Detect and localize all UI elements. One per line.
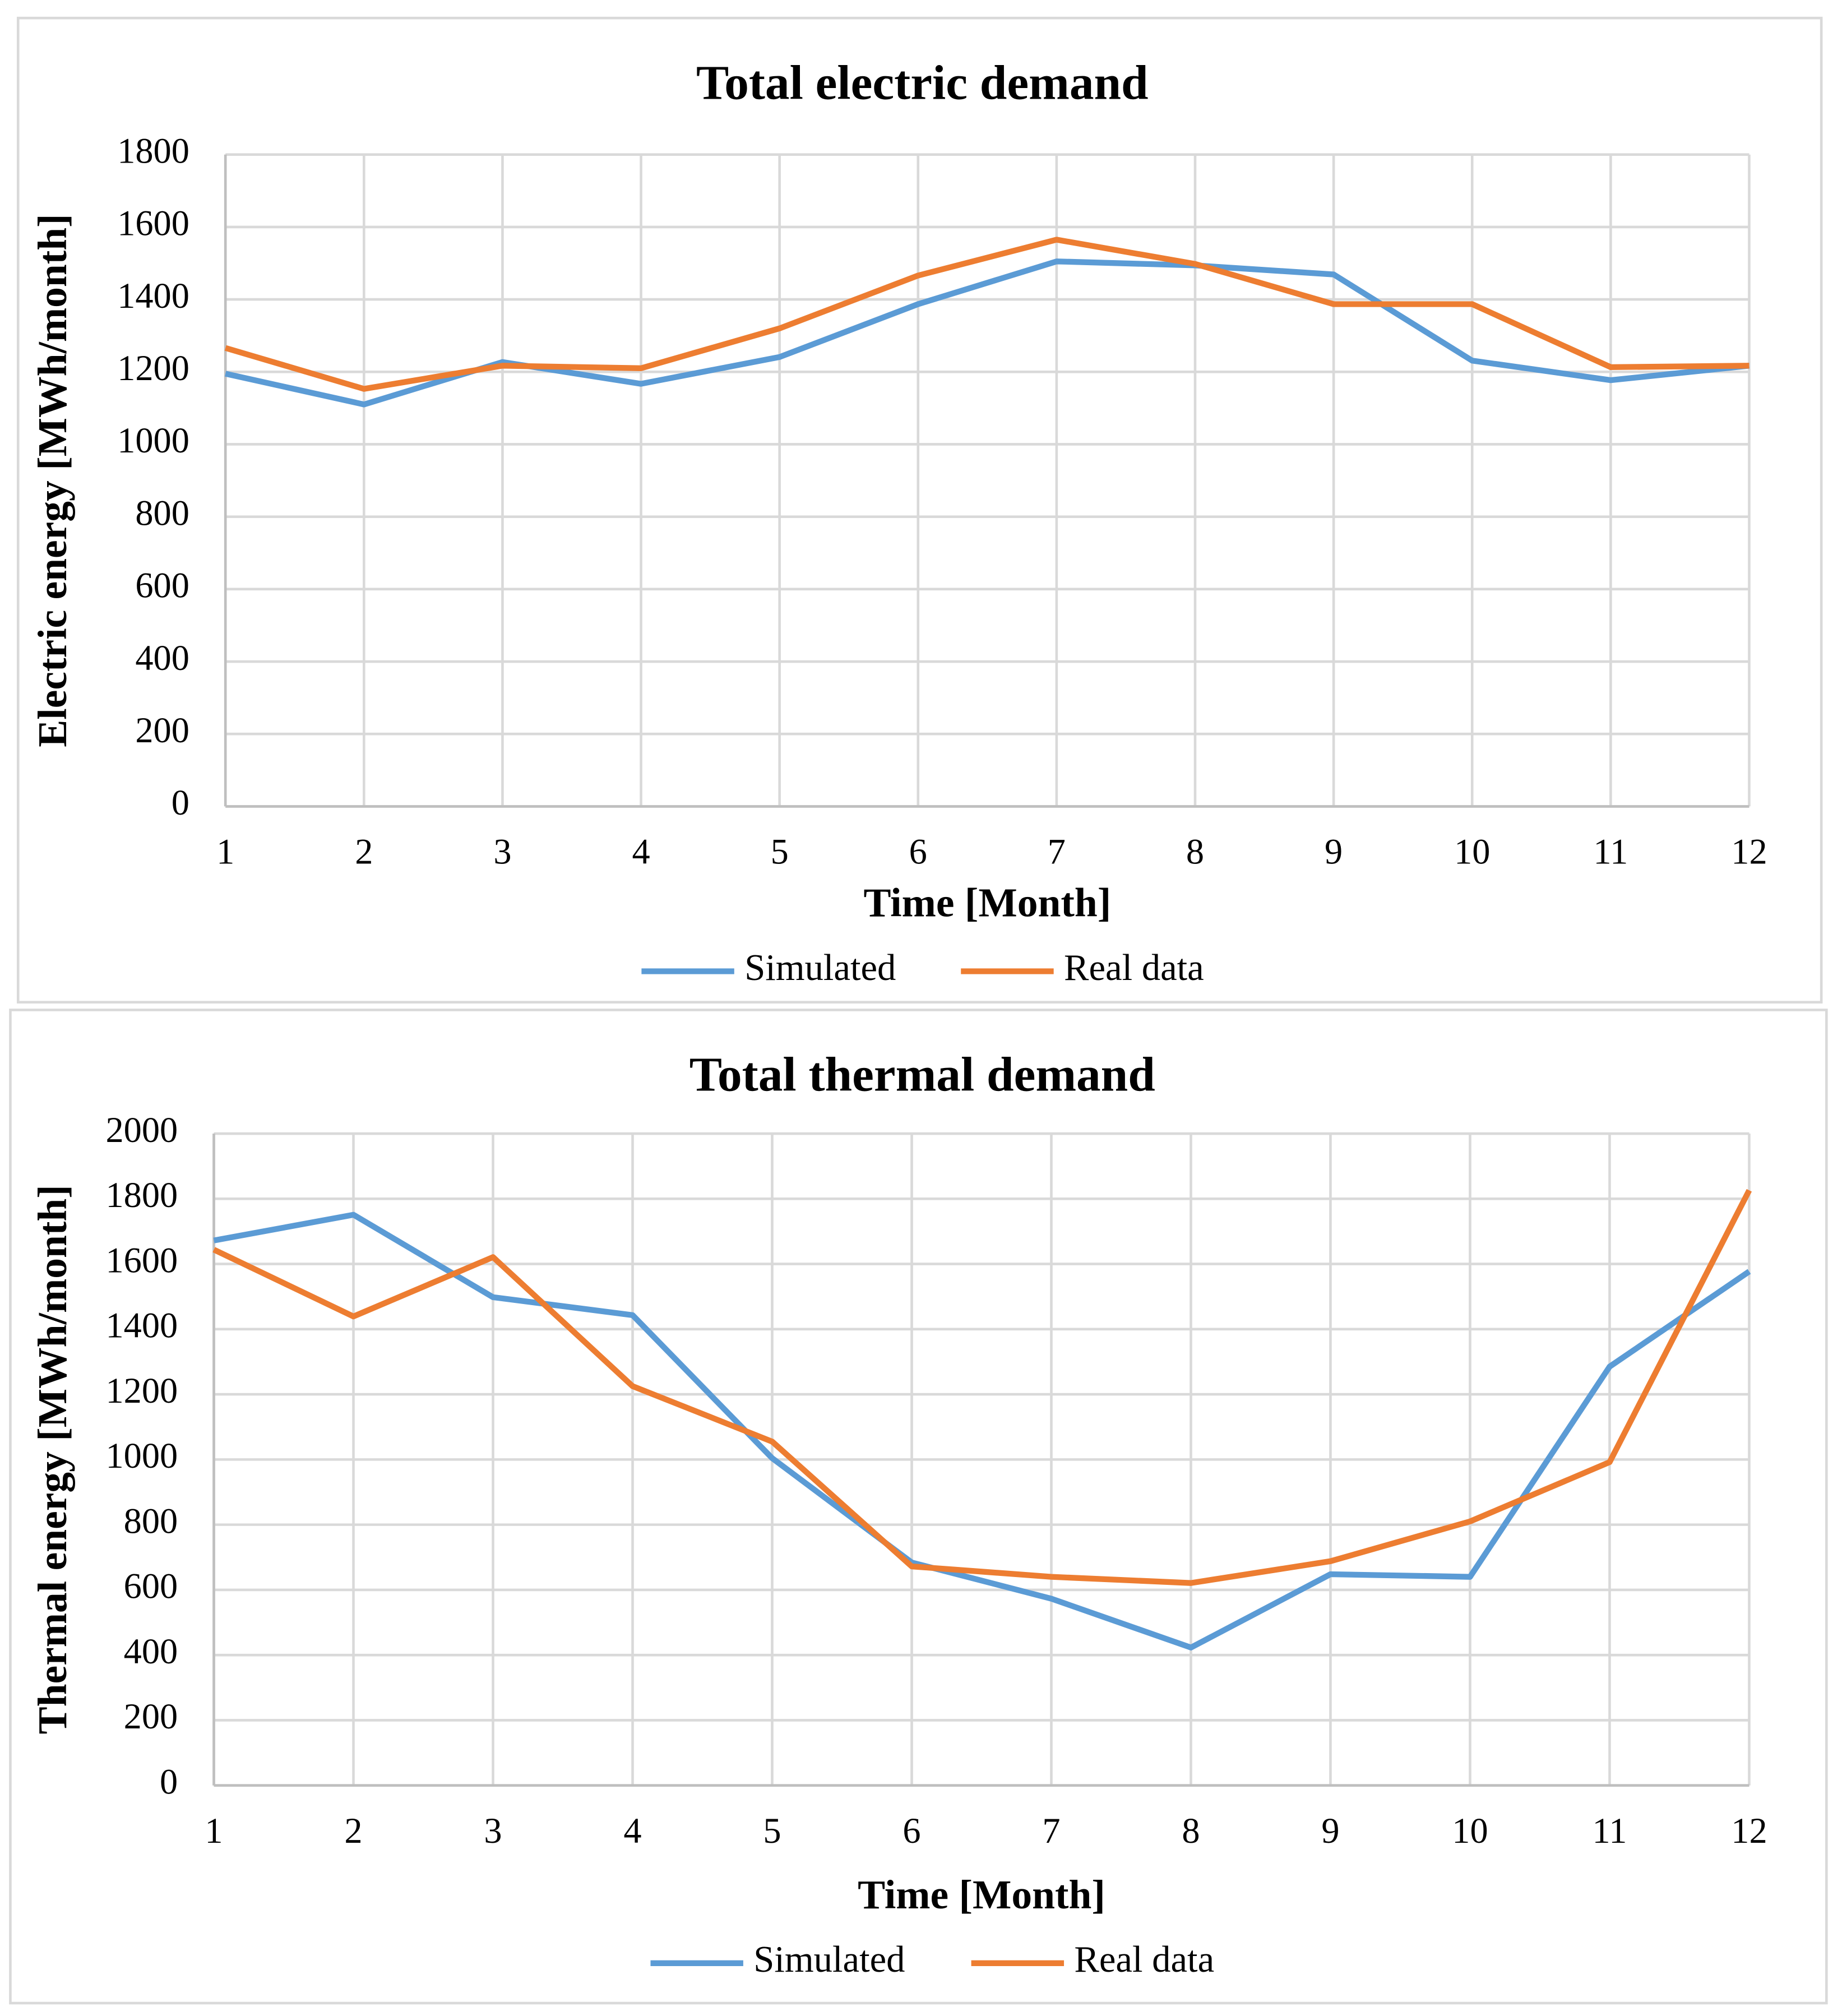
x-axis-label: Time [Month] (863, 880, 1111, 926)
x-tick-label: 5 (771, 831, 789, 871)
y-tick-label: 0 (160, 1761, 178, 1801)
y-tick-label: 200 (135, 710, 189, 750)
x-axis-label: Time [Month] (858, 1871, 1105, 1917)
x-tick-label: 1 (216, 831, 234, 871)
data-line (213, 1212, 1751, 1650)
y-axis-label: Thermal energy [MWh/month] (29, 1185, 75, 1734)
y-tick-label: 600 (124, 1566, 178, 1606)
y-tick-label: 1600 (117, 204, 189, 243)
y-tick-label: 1400 (106, 1306, 178, 1345)
panel (16, 16, 1823, 1004)
y-tick-label: 1000 (117, 420, 189, 460)
y-tick-label: 400 (135, 638, 189, 678)
x-tick-label: 6 (909, 831, 927, 871)
x-tick-label: 4 (632, 831, 650, 871)
x-tick-label: 7 (1042, 1811, 1060, 1851)
x-tick-label: 8 (1182, 1811, 1200, 1851)
x-tick-label: 10 (1454, 831, 1490, 871)
y-tick-label: 600 (135, 566, 189, 605)
y-tick-label: 1800 (117, 131, 189, 170)
x-tick-label: 3 (484, 1811, 502, 1851)
panel (9, 1009, 1828, 2005)
x-tick-label: 7 (1048, 831, 1066, 871)
legend-label: Simulated (753, 1939, 905, 1980)
y-tick-label: 800 (135, 493, 189, 533)
y-tick-label: 1400 (117, 276, 189, 316)
legend-label: Real data (1064, 947, 1204, 988)
x-tick-label: 1 (205, 1811, 223, 1851)
legend-label: Real data (1074, 1939, 1214, 1980)
x-tick-label: 9 (1321, 1811, 1339, 1851)
x-tick-label: 9 (1325, 831, 1343, 871)
x-tick-label: 12 (1731, 831, 1767, 871)
legend-label: Simulated (744, 947, 896, 988)
y-tick-label: 1200 (106, 1371, 178, 1411)
y-tick-label: 200 (124, 1696, 178, 1736)
x-tick-label: 10 (1452, 1811, 1488, 1851)
y-tick-label: 1000 (106, 1436, 178, 1476)
x-tick-label: 5 (763, 1811, 781, 1851)
x-tick-label: 4 (623, 1811, 641, 1851)
chart-title: Total electric demand (696, 55, 1149, 109)
y-tick-label: 1600 (106, 1240, 178, 1280)
x-tick-label: 12 (1731, 1811, 1767, 1851)
chart-title: Total thermal demand (689, 1047, 1155, 1102)
data-line (212, 1189, 1752, 1586)
y-axis-label: Electric energy [MWh/month] (29, 214, 75, 747)
x-tick-label: 11 (1592, 1811, 1627, 1851)
y-tick-label: 400 (124, 1631, 178, 1671)
y-tick-label: 800 (124, 1501, 178, 1541)
x-tick-label: 6 (903, 1811, 920, 1851)
x-tick-label: 11 (1593, 831, 1628, 871)
x-tick-label: 3 (493, 831, 511, 871)
x-tick-label: 2 (344, 1811, 362, 1851)
y-tick-label: 1200 (117, 348, 189, 388)
x-tick-label: 8 (1186, 831, 1204, 871)
x-tick-label: 2 (355, 831, 373, 871)
data-line (224, 237, 1750, 392)
y-tick-label: 0 (172, 783, 189, 822)
y-tick-label: 2000 (106, 1110, 178, 1150)
y-tick-label: 1800 (106, 1175, 178, 1215)
